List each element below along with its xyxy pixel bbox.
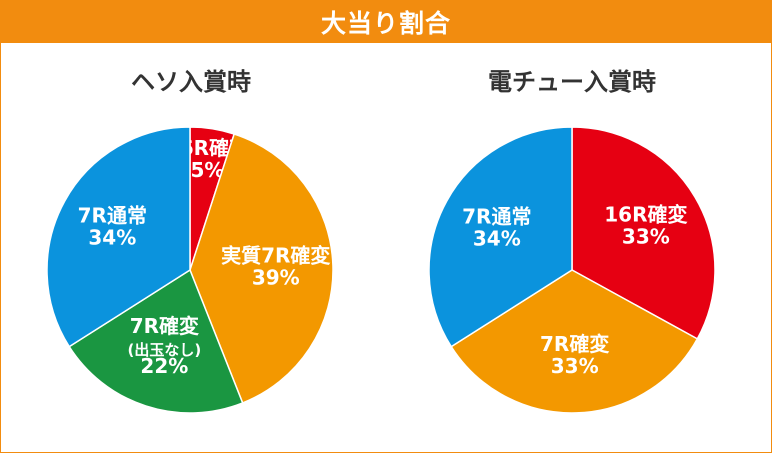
pie1-pct-1: 33% <box>551 354 599 378</box>
chart-title-right: 電チュー入賞時 <box>488 68 656 96</box>
pie0-label-2-1: (出玉なし) <box>128 341 202 359</box>
pie0-slice-1 <box>189 133 334 404</box>
pie0-pct-2: 22% <box>140 354 188 378</box>
pie0-label-3-0: 7R通常 <box>78 203 147 227</box>
pie1-pct-2: 34% <box>473 227 521 251</box>
chart-title-left: ヘソ入賞時 <box>131 68 251 96</box>
pie1-pct-0: 33% <box>622 224 670 248</box>
pie1-slice-2 <box>428 126 573 348</box>
header-title: 大当り割合 <box>1 1 771 43</box>
pie1-slice-0 <box>571 126 716 340</box>
pie0-slice-2 <box>68 268 244 414</box>
pie1-label-1-0: 7R確変 <box>540 332 609 356</box>
pie1-slice-1 <box>450 269 699 414</box>
pie0-slice-3 <box>46 126 191 348</box>
pie0-label-1-0: 実質7R確変 <box>221 243 330 267</box>
pie0-pct-1: 39% <box>252 265 300 289</box>
pie0-label-2-0: 7R確変 <box>130 314 199 338</box>
pie1-label-0-0: 16R確変 <box>604 202 687 226</box>
pie0-pct-3: 34% <box>88 225 136 249</box>
pie1-label-2-0: 7R通常 <box>462 205 531 229</box>
pie0-pct-0: 5% <box>190 158 224 182</box>
